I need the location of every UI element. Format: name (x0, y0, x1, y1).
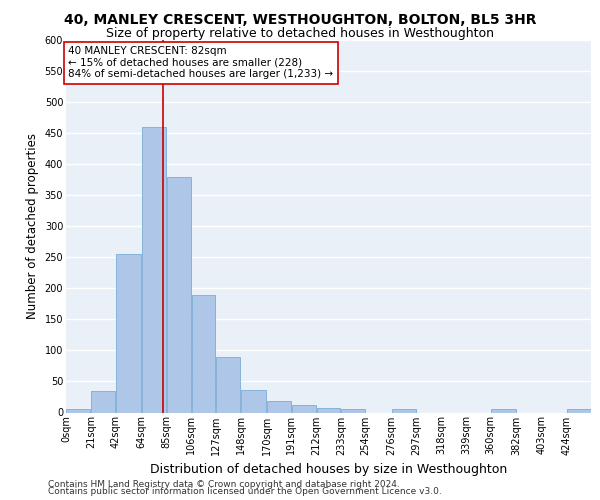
Text: 40 MANLEY CRESCENT: 82sqm
← 15% of detached houses are smaller (228)
84% of semi: 40 MANLEY CRESCENT: 82sqm ← 15% of detac… (68, 46, 334, 80)
Bar (267, 402, 291, 412)
Bar (91, 391, 115, 412)
Bar (491, 410, 516, 412)
Text: Contains HM Land Registry data © Crown copyright and database right 2024.: Contains HM Land Registry data © Crown c… (48, 480, 400, 489)
Bar (566, 410, 590, 412)
Text: Size of property relative to detached houses in Westhoughton: Size of property relative to detached ho… (106, 28, 494, 40)
Bar (217, 356, 240, 412)
Text: Contains public sector information licensed under the Open Government Licence v3: Contains public sector information licen… (48, 488, 442, 496)
Text: 40, MANLEY CRESCENT, WESTHOUGHTON, BOLTON, BL5 3HR: 40, MANLEY CRESCENT, WESTHOUGHTON, BOLTO… (64, 12, 536, 26)
Bar (341, 410, 365, 412)
Bar (191, 294, 215, 412)
X-axis label: Distribution of detached houses by size in Westhoughton: Distribution of detached houses by size … (150, 463, 507, 476)
Bar (392, 410, 416, 412)
Bar (292, 405, 316, 412)
Bar (116, 254, 141, 412)
Bar (317, 408, 340, 412)
Bar (67, 410, 91, 412)
Bar (142, 127, 166, 412)
Bar (167, 176, 191, 412)
Bar (241, 390, 266, 412)
Y-axis label: Number of detached properties: Number of detached properties (26, 133, 39, 320)
